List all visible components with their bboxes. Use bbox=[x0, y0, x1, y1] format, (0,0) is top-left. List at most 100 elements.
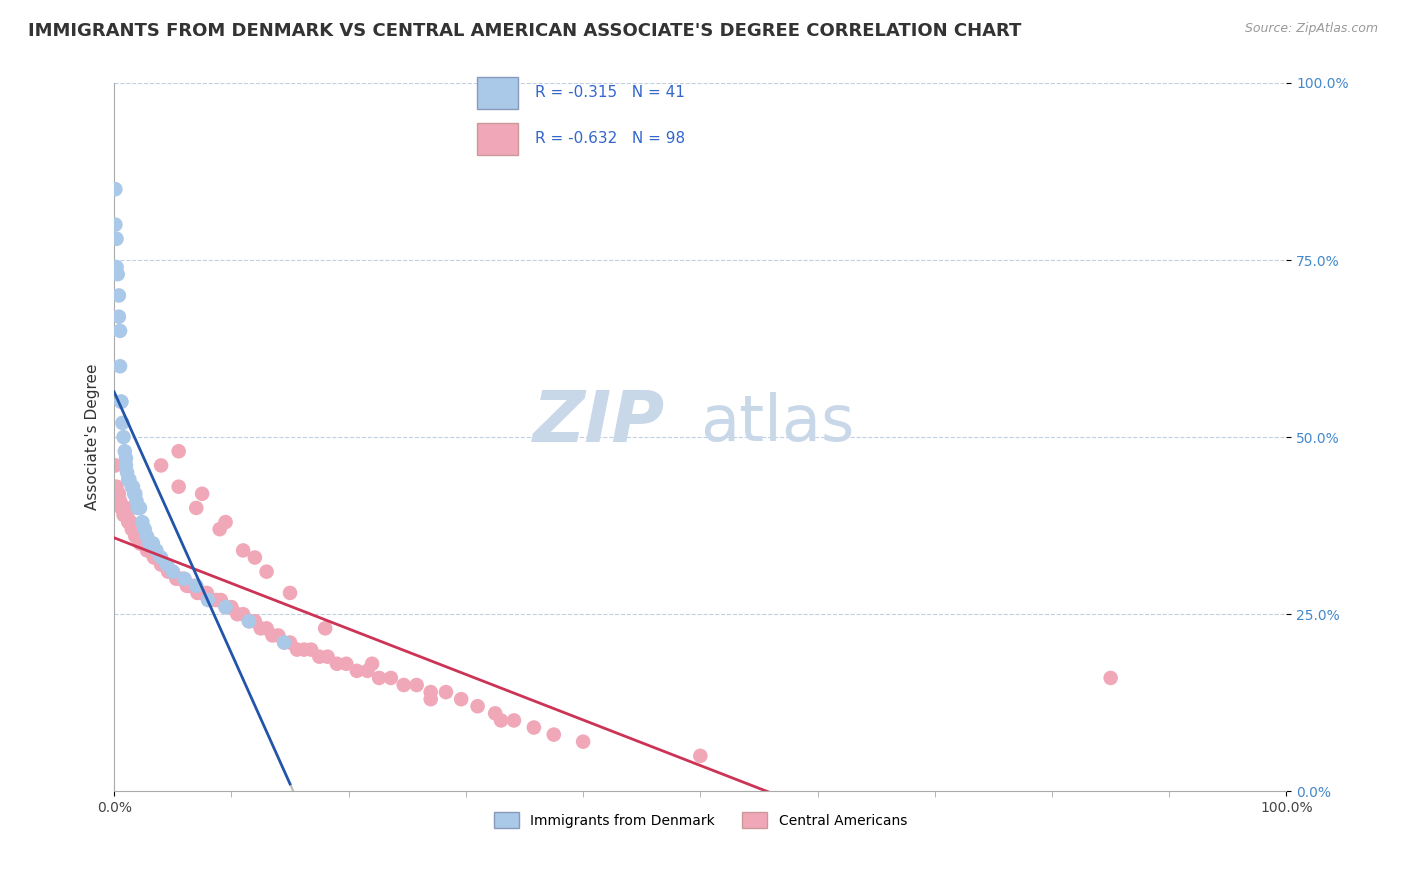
Point bbox=[115, 466, 138, 480]
Point bbox=[148, 550, 170, 565]
Point bbox=[450, 692, 472, 706]
Point bbox=[232, 543, 254, 558]
Point bbox=[186, 500, 208, 515]
Point bbox=[299, 642, 322, 657]
Point bbox=[176, 579, 198, 593]
Point bbox=[114, 508, 136, 522]
Point bbox=[278, 586, 301, 600]
Point bbox=[335, 657, 357, 671]
Point bbox=[273, 635, 295, 649]
Point bbox=[127, 529, 149, 543]
Point bbox=[112, 508, 135, 522]
Point bbox=[243, 614, 266, 628]
FancyBboxPatch shape bbox=[478, 123, 517, 155]
Point bbox=[121, 480, 143, 494]
Point bbox=[167, 480, 190, 494]
Point bbox=[105, 232, 128, 246]
Point bbox=[405, 678, 427, 692]
Point bbox=[121, 522, 143, 536]
Point bbox=[191, 487, 214, 501]
Point bbox=[134, 536, 156, 550]
Point bbox=[114, 444, 136, 458]
Point bbox=[110, 394, 132, 409]
Point bbox=[316, 649, 339, 664]
Point bbox=[107, 487, 129, 501]
Point bbox=[165, 572, 187, 586]
Point bbox=[205, 593, 228, 607]
Point bbox=[503, 714, 526, 728]
Point bbox=[118, 515, 141, 529]
Text: R = -0.632   N = 98: R = -0.632 N = 98 bbox=[534, 131, 685, 146]
Point bbox=[108, 324, 131, 338]
Point bbox=[256, 565, 278, 579]
Point bbox=[346, 664, 368, 678]
Point bbox=[238, 614, 260, 628]
Point bbox=[108, 288, 131, 302]
Point bbox=[125, 529, 148, 543]
Point bbox=[262, 628, 284, 642]
Point bbox=[186, 579, 208, 593]
Point bbox=[111, 416, 134, 430]
Point bbox=[172, 572, 194, 586]
Point bbox=[169, 572, 191, 586]
Point bbox=[368, 671, 391, 685]
Point bbox=[162, 565, 184, 579]
Point bbox=[209, 593, 232, 607]
Point bbox=[108, 487, 131, 501]
Point bbox=[221, 600, 243, 615]
Point bbox=[157, 565, 180, 579]
Point bbox=[131, 515, 153, 529]
Point bbox=[380, 671, 402, 685]
Point bbox=[150, 458, 173, 473]
Point bbox=[115, 508, 138, 522]
Point bbox=[120, 515, 142, 529]
Point bbox=[104, 182, 127, 196]
Point bbox=[125, 493, 148, 508]
Text: ZIP: ZIP bbox=[533, 388, 665, 458]
Point bbox=[356, 664, 378, 678]
Point bbox=[195, 586, 218, 600]
Point bbox=[141, 543, 163, 558]
Point bbox=[484, 706, 506, 721]
FancyBboxPatch shape bbox=[478, 77, 517, 109]
Point bbox=[361, 657, 384, 671]
Point bbox=[155, 558, 177, 572]
Point bbox=[134, 522, 156, 536]
Point bbox=[104, 218, 127, 232]
Point bbox=[127, 500, 149, 515]
Point bbox=[122, 480, 145, 494]
Point bbox=[208, 522, 231, 536]
Point bbox=[434, 685, 457, 699]
Point bbox=[117, 515, 139, 529]
Point bbox=[167, 444, 190, 458]
Point bbox=[179, 579, 201, 593]
Point bbox=[191, 586, 214, 600]
Point bbox=[111, 500, 134, 515]
Point bbox=[107, 267, 129, 281]
Point bbox=[489, 714, 512, 728]
Point bbox=[197, 593, 219, 607]
Point bbox=[285, 642, 308, 657]
Point bbox=[523, 721, 546, 735]
Point bbox=[108, 493, 131, 508]
Point bbox=[419, 685, 441, 699]
Point bbox=[122, 522, 145, 536]
Point bbox=[145, 543, 167, 558]
Point bbox=[278, 635, 301, 649]
Y-axis label: Associate's Degree: Associate's Degree bbox=[86, 364, 100, 510]
Point bbox=[243, 550, 266, 565]
Point bbox=[150, 558, 173, 572]
Point bbox=[110, 500, 132, 515]
Point bbox=[129, 500, 152, 515]
Point bbox=[105, 260, 128, 274]
Point bbox=[131, 536, 153, 550]
Point bbox=[326, 657, 349, 671]
Point bbox=[186, 586, 208, 600]
Point bbox=[419, 692, 441, 706]
Point bbox=[226, 607, 249, 622]
Point bbox=[122, 487, 145, 501]
Point bbox=[249, 621, 271, 635]
Point bbox=[124, 529, 146, 543]
Point bbox=[138, 536, 160, 550]
Point bbox=[108, 310, 131, 324]
